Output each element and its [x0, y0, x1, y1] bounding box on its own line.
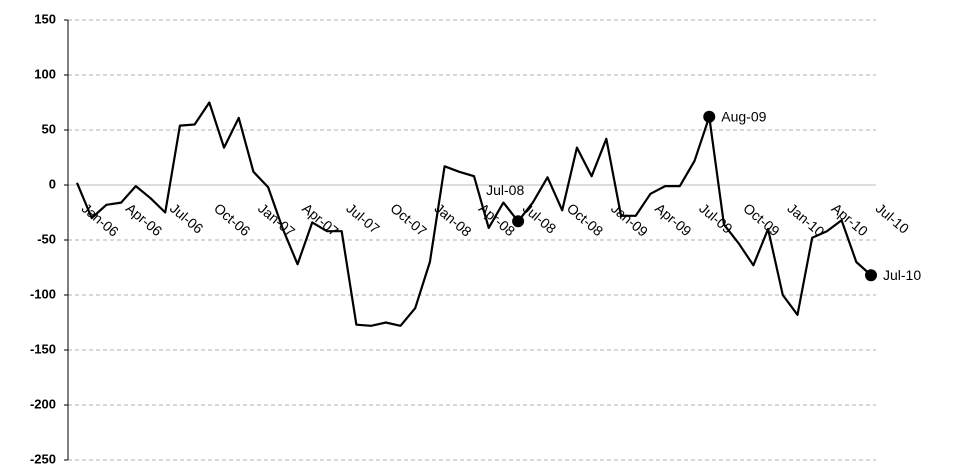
line [75, 101, 872, 327]
x-tick-label: Oct-08 [564, 200, 607, 239]
x-tick-label: Oct-06 [211, 200, 254, 239]
point-marker [512, 215, 525, 228]
point-marker [865, 269, 877, 282]
x-tick-label: Jul-08 [520, 200, 560, 237]
x-tick-label: Jul-06 [167, 200, 207, 237]
y-tick-label: -250 [30, 451, 56, 466]
y-tick-label: 150 [34, 11, 56, 26]
x-tick-label: Jan-07 [255, 200, 298, 240]
y-tick-label: -200 [30, 396, 56, 411]
y-tick-label: -100 [30, 286, 56, 301]
x-tick-label: Oct-09 [740, 200, 783, 239]
data-label: Aug-09 [721, 109, 766, 125]
point-marker [703, 110, 716, 123]
x-tick-label: Jul-07 [343, 200, 383, 237]
x-tick-label: Jan-09 [608, 200, 651, 240]
y-tick-label: -50 [37, 231, 56, 246]
data-label: Jul-08 [486, 182, 524, 198]
x-tick-label: Apr-07 [299, 200, 342, 239]
x-tick-label: Apr-09 [652, 200, 695, 239]
y-tick-label: 50 [42, 121, 56, 136]
y-tick-label: 0 [49, 176, 56, 191]
y-tick-label: 100 [34, 66, 56, 81]
y-tick-label: -150 [30, 341, 56, 356]
x-tick-label: Oct-07 [387, 200, 430, 239]
x-tick-label: Jan-06 [79, 200, 122, 240]
x-tick-label: Jul-10 [873, 200, 913, 237]
x-tick-label: Apr-10 [829, 200, 872, 239]
data-label: Jul-10 [883, 267, 921, 283]
